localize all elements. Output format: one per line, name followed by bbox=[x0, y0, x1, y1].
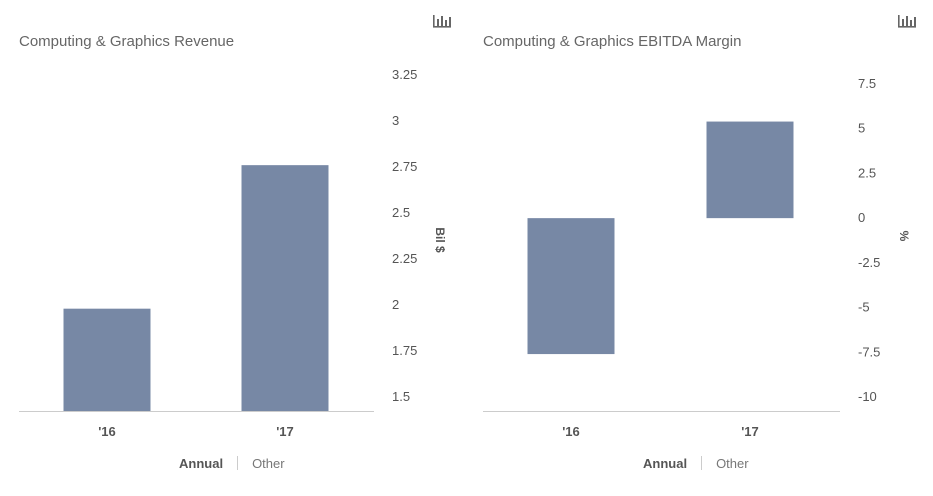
toggle-divider bbox=[701, 456, 703, 470]
chart-title: Computing & Graphics EBITDA Margin bbox=[483, 33, 742, 50]
other-option[interactable]: Other bbox=[716, 456, 749, 471]
y-tick-label: 3 bbox=[392, 113, 399, 128]
bar-2 bbox=[706, 121, 794, 219]
bar-chart-icon[interactable] bbox=[897, 12, 917, 28]
other-option[interactable]: Other bbox=[252, 456, 285, 471]
bar-1 bbox=[63, 308, 151, 411]
ebitda-chart-panel: Computing & Graphics EBITDA Margin -10 -7… bbox=[466, 0, 933, 496]
y-tick-label: 2.5 bbox=[858, 165, 876, 180]
x-tick-label: '16 bbox=[562, 424, 580, 439]
y-tick-label: 2.5 bbox=[392, 205, 410, 220]
y-tick-label: -2.5 bbox=[858, 255, 880, 270]
y-tick-label: -7.5 bbox=[858, 344, 880, 359]
y-tick-label: 2.75 bbox=[392, 159, 417, 174]
ebitda-bar-chart: -10 -7.5 -5 -2.5 0 2.5 5 7.5% '16 '17 bbox=[483, 76, 911, 439]
revenue-chart-panel: Computing & Graphics Revenue 1.5 1.75 2 2.2… bbox=[0, 0, 466, 496]
x-tick-label: '17 bbox=[741, 424, 759, 439]
y-tick-label: 7.5 bbox=[858, 76, 876, 91]
y-tick-label: 3.25 bbox=[392, 67, 417, 82]
revenue-bar-chart: 1.5 1.75 2 2.25 2.5 2.75 3 3.25 Bil $ '16 '17 bbox=[19, 67, 447, 439]
y-axis-label: % bbox=[897, 231, 911, 242]
y-axis-label: Bil $ bbox=[433, 227, 447, 253]
annual-option[interactable]: Annual bbox=[643, 456, 688, 471]
chart-title: Computing & Graphics Revenue bbox=[19, 33, 235, 50]
bar-chart-icon[interactable] bbox=[432, 12, 452, 28]
bar-1 bbox=[527, 218, 615, 355]
y-tick-label: 2.25 bbox=[392, 251, 417, 266]
period-toggle: Annual Other bbox=[643, 456, 749, 471]
y-tick-label: -5 bbox=[858, 300, 870, 315]
x-tick-label: '16 bbox=[98, 424, 116, 439]
y-tick-label: 2 bbox=[392, 297, 399, 312]
period-toggle: Annual Other bbox=[179, 456, 285, 471]
y-tick-label: 0 bbox=[858, 210, 865, 225]
annual-option[interactable]: Annual bbox=[179, 456, 224, 471]
x-tick-label: '17 bbox=[276, 424, 294, 439]
bar-2 bbox=[241, 165, 329, 411]
y-tick-label: 5 bbox=[858, 121, 865, 136]
y-tick-label: -10 bbox=[858, 389, 877, 404]
y-tick-label: 1.5 bbox=[392, 389, 410, 404]
toggle-divider bbox=[237, 456, 239, 470]
y-tick-label: 1.75 bbox=[392, 343, 417, 358]
